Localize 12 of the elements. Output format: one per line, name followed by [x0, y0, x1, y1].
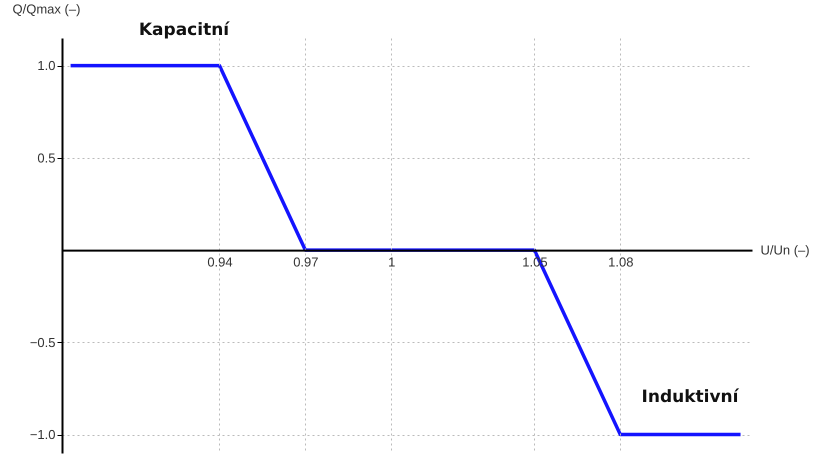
x-tick-label: 1.08 [608, 254, 634, 270]
annotation: Kapacitní [138, 20, 230, 40]
x-tick-label: 0.94 [207, 254, 233, 270]
x-tick-label: 0.97 [293, 254, 319, 270]
x-tick-label: 1 [388, 254, 396, 270]
y-axis-title: Q/Qmax (–) [12, 2, 80, 16]
y-tick-label: 1.0 [37, 58, 56, 74]
y-tick-label: −0.5 [30, 334, 56, 350]
y-tick-label: −1.0 [30, 427, 56, 442]
x-axis-title: U/Un (–) [760, 242, 810, 258]
annotation: Induktivní [642, 387, 740, 407]
y-tick-label: 0.5 [37, 150, 56, 166]
